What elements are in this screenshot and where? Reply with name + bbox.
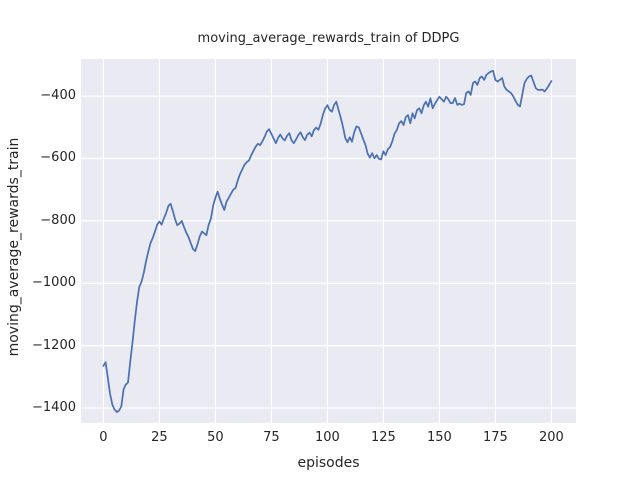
y-tick-label: −800 xyxy=(40,212,76,228)
y-tick-label: −400 xyxy=(40,88,76,104)
chart-title: moving_average_rewards_train of DDPG xyxy=(197,31,460,46)
x-tick-label: 150 xyxy=(426,430,452,445)
x-tick-label: 125 xyxy=(370,430,396,445)
x-tick-label: 25 xyxy=(151,430,168,445)
data-series-line xyxy=(102,70,553,413)
plot-area xyxy=(81,59,576,423)
y-tick-label: −1200 xyxy=(32,337,76,353)
y-tick-label: −1400 xyxy=(32,400,76,416)
x-tick-label: 50 xyxy=(207,430,224,445)
x-tick-label: 175 xyxy=(482,430,508,445)
x-tick-label: 0 xyxy=(99,430,108,445)
x-tick-label: 75 xyxy=(263,430,280,445)
x-tick-label: 100 xyxy=(314,430,340,445)
x-tick-label: 200 xyxy=(538,430,564,445)
x-axis-label: episodes xyxy=(297,455,360,471)
line-chart xyxy=(81,59,576,423)
y-tick-label: −600 xyxy=(40,150,76,166)
y-tick-label: −1000 xyxy=(32,275,76,291)
y-axis-label: moving_average_rewards_train xyxy=(6,137,22,357)
